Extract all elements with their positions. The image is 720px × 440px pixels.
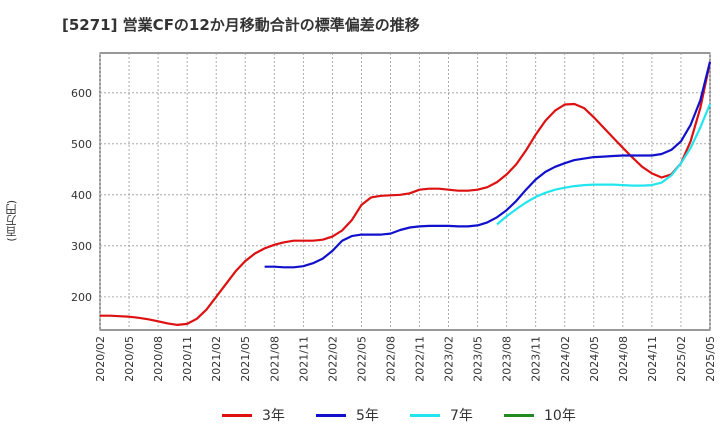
y-tick-label: 600 xyxy=(71,87,92,100)
x-tick-label: 2022/11 xyxy=(414,336,427,382)
plot-area xyxy=(99,52,711,331)
y-tick-label: 400 xyxy=(71,189,92,202)
x-tick-label: 2021/08 xyxy=(268,336,281,382)
legend-label: 3年 xyxy=(262,408,285,424)
legend-label: 10年 xyxy=(544,408,576,424)
legend-item: 10年 xyxy=(504,404,576,426)
x-tick-label: 2024/08 xyxy=(617,336,630,382)
legend-item: 7年 xyxy=(410,404,473,426)
series-line xyxy=(100,61,712,326)
legend-swatch xyxy=(316,413,346,417)
series-line xyxy=(496,103,712,226)
legend-label: 5年 xyxy=(356,408,379,424)
x-tick-labels: 2020/02 2020/05 2020/08 2020/11 2021/02 2021/… xyxy=(94,336,717,382)
legend-label: 7年 xyxy=(450,408,473,424)
x-tick-label: 2025/05 xyxy=(704,336,717,382)
x-tick-label: 2020/05 xyxy=(123,336,136,382)
legend-swatch xyxy=(504,413,534,417)
x-tick-label: 2024/02 xyxy=(559,336,572,382)
y-tick-label: 500 xyxy=(71,138,92,151)
x-tick-label: 2021/05 xyxy=(239,336,252,382)
series-lines xyxy=(100,61,712,326)
x-tick-label: 2023/08 xyxy=(501,336,514,382)
y-tick-label: 300 xyxy=(71,240,92,253)
chart-title: [5271] 営業CFの12か月移動合計の標準偏差の推移 xyxy=(62,16,420,34)
legend-item: 5年 xyxy=(316,404,379,426)
x-tick-label: 2025/02 xyxy=(675,336,688,382)
y-tick-labels: 200 300 400 500 600 xyxy=(71,87,92,304)
x-tick-label: 2023/11 xyxy=(530,336,543,382)
x-tick-label: 2023/05 xyxy=(472,336,485,382)
x-tick-label: 2020/11 xyxy=(181,336,194,382)
x-tick-label: 2022/02 xyxy=(326,336,339,382)
legend-swatch xyxy=(222,413,252,417)
y-tick-label: 200 xyxy=(71,291,92,304)
x-tick-label: 2021/02 xyxy=(210,336,223,382)
x-tick-label: 2020/08 xyxy=(152,336,165,382)
x-tick-label: 2022/08 xyxy=(384,336,397,382)
x-tick-label: 2024/11 xyxy=(646,336,659,382)
x-tick-label: 2024/05 xyxy=(588,336,601,382)
legend: 3年 5年 7年 10年 xyxy=(0,404,720,426)
x-tick-label: 2023/02 xyxy=(443,336,456,382)
legend-item: 3年 xyxy=(222,404,285,426)
x-tick-label: 2021/11 xyxy=(297,336,310,382)
x-tick-label: 2020/02 xyxy=(94,336,107,382)
series-line xyxy=(264,61,712,269)
x-tick-label: 2022/05 xyxy=(355,336,368,382)
legend-swatch xyxy=(410,413,440,417)
